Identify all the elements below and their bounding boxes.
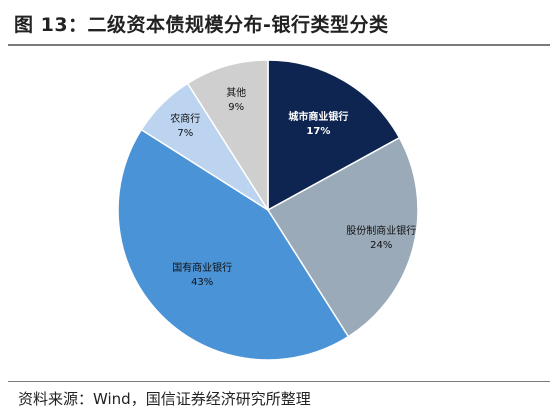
slice-category-label: 城市商业银行 [288,111,349,123]
source-divider [8,381,550,382]
slice-percent-label: 7% [177,128,194,140]
chart-title: 图 13：二级资本债规模分布-银行类型分类 [14,14,389,36]
pie-slice [266,136,419,338]
slice-percent-label: 17% [306,125,331,137]
slice-category-label: 国有商业银行 [172,262,233,274]
slice-percent-label: 9% [228,101,245,113]
pie-slice [117,128,350,361]
slice-label: 其他 9% [226,87,246,115]
slice-percent-label: 43% [191,276,214,288]
slice-label: 国有商业银行 43% [172,262,232,290]
pie-slice [186,59,269,213]
slice-label: 农商行 7% [170,113,200,141]
source-note: 资料来源：Wind，国信证券经济研究所整理 [18,390,311,408]
pie-chart-svg [117,59,419,361]
slice-percent-label: 24% [370,240,393,252]
slice-category-label: 农商行 [170,114,201,126]
title-divider [8,44,550,46]
pie-chart: 城市商业银行 17% 股份制商业银行 24% 国有商业银行 43% 农商行 7% 其他 9% [0,48,550,366]
pie-slice [267,59,401,212]
slice-label: 股份制商业银行 24% [346,225,416,253]
slice-category-label: 股份制商业银行 [346,226,417,238]
slice-category-label: 其他 [226,87,247,99]
chart-header: 图 13：二级资本债规模分布-银行类型分类 [0,0,550,48]
slice-label: 城市商业银行 17% [288,111,348,139]
